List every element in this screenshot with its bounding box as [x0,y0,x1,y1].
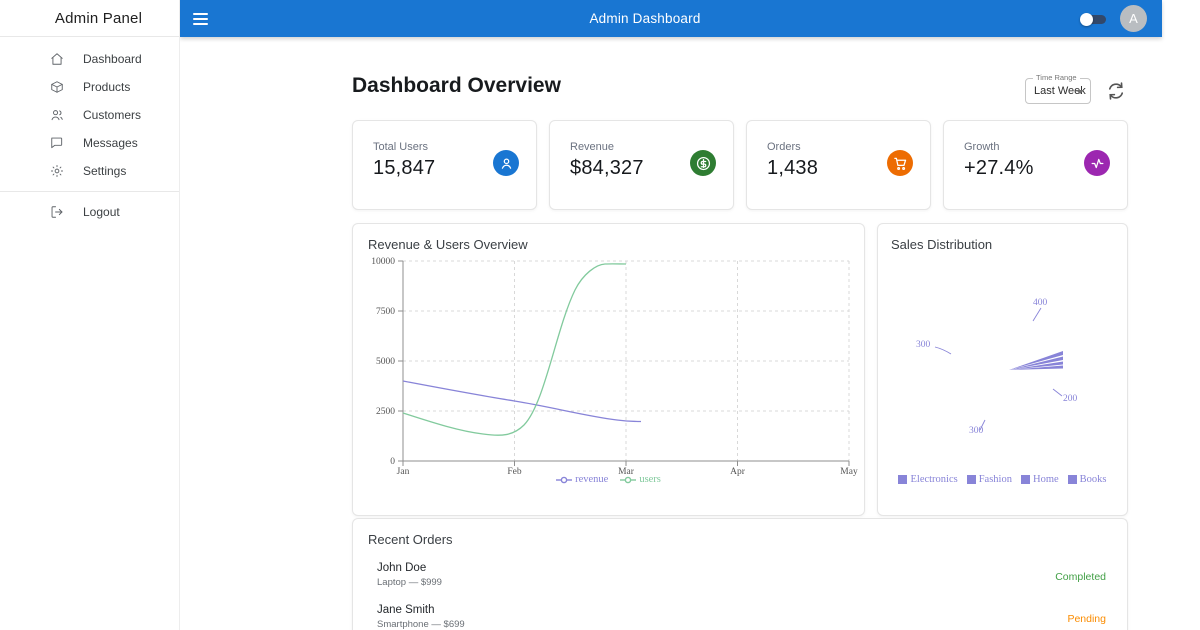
pie-value-label: 300 [969,426,983,436]
users-line [403,264,626,435]
sidebar-header: Admin Panel [0,0,179,37]
pie-value-label: 200 [1063,394,1077,404]
sidebar-item-label: Dashboard [83,52,142,66]
square-legend-icon [967,475,976,484]
y-tick: 5000 [376,357,395,367]
logout-icon [50,205,64,219]
theme-toggle[interactable] [1082,12,1106,26]
stat-label: Orders [767,141,801,153]
message-icon [50,136,64,150]
chevron-down-icon [1076,90,1084,94]
line-legend-icon [556,475,572,485]
sidebar-item-label: Products [83,80,130,94]
revenue-users-chart-card: Revenue & Users Overview 0 [352,223,865,516]
admin-dashboard-screen: Admin Panel Dashboard Products Customers [0,0,1200,630]
stat-card-orders: Orders 1,438 [746,120,931,210]
sidebar-divider [0,191,179,192]
status-badge: Completed [1055,571,1106,583]
legend-item-home: Home [1021,474,1059,485]
topbar-title: Admin Dashboard [208,11,1082,26]
legend-item-electronics: Electronics [898,474,957,485]
sales-distribution-card: Sales Distribution 400 300 200 300 Elect… [877,223,1128,516]
settings-icon [50,164,64,178]
pie-value-label: 400 [1033,298,1047,308]
stat-value: 1,438 [767,157,818,180]
sidebar: Admin Panel Dashboard Products Customers [0,0,180,630]
user-icon [493,150,519,176]
sidebar-nav: Dashboard Products Customers Messages [0,37,179,226]
sidebar-title: Admin Panel [37,10,142,27]
sidebar-item-customers[interactable]: Customers [0,101,179,129]
legend-label: Books [1080,474,1107,485]
status-badge: Pending [1067,613,1106,625]
stat-label: Total Users [373,141,428,153]
legend-item-fashion: Fashion [967,474,1012,485]
pie-value-label: 300 [916,340,930,350]
home-icon [50,52,64,66]
users-icon [50,108,64,122]
square-legend-icon [1021,475,1030,484]
recent-orders-card: Recent Orders John Doe Laptop — $999 Com… [352,518,1128,630]
square-legend-icon [898,475,907,484]
y-tick: 7500 [376,307,395,317]
line-chart: 0 2500 5000 7500 10000 Jan Feb Mar Apr M… [353,224,866,480]
stat-value: +27.4% [964,157,1034,180]
order-item: Laptop — $999 [377,577,1106,588]
sidebar-item-settings[interactable]: Settings [0,157,179,185]
legend-label: users [639,474,661,485]
y-tick: 2500 [376,407,395,417]
legend-label: revenue [575,474,608,485]
line-legend-icon [620,475,636,485]
sidebar-item-label: Settings [83,164,126,178]
toggle-thumb [1080,13,1093,26]
legend-item-users: users [620,474,661,485]
cart-icon [887,150,913,176]
stat-card-revenue: Revenue $84,327 [549,120,734,210]
square-legend-icon [1068,475,1077,484]
order-customer: John Doe [377,562,1106,574]
sidebar-item-messages[interactable]: Messages [0,129,179,157]
legend-label: Home [1033,474,1059,485]
line-chart-legend: revenue users [353,474,864,485]
sidebar-item-label: Customers [83,108,141,122]
refresh-icon [1106,81,1126,101]
menu-icon[interactable] [193,13,208,25]
stat-card-growth: Growth +27.4% [943,120,1128,210]
y-tick: 10000 [371,257,395,267]
package-icon [50,80,64,94]
legend-item-books: Books [1068,474,1107,485]
sidebar-item-logout[interactable]: Logout [0,198,179,226]
stat-label: Revenue [570,141,614,153]
pie-chart-legend: Electronics Fashion Home Books [878,474,1127,485]
sidebar-item-dashboard[interactable]: Dashboard [0,45,179,73]
sidebar-item-label: Messages [83,136,138,150]
order-row: Jane Smith Smartphone — $699 Pending [377,604,1106,630]
legend-label: Fashion [979,474,1012,485]
y-tick: 0 [390,457,395,467]
sidebar-item-label: Logout [83,205,120,219]
avatar[interactable]: A [1120,5,1147,32]
dollar-icon [690,150,716,176]
order-item: Smartphone — $699 [377,619,1106,630]
time-range-select[interactable]: Time Range Last Week [1025,78,1091,104]
sidebar-item-products[interactable]: Products [0,73,179,101]
refresh-button[interactable] [1106,81,1126,101]
orders-title: Recent Orders [368,532,453,547]
activity-icon [1084,150,1110,176]
stat-value: 15,847 [373,157,435,180]
order-row: John Doe Laptop — $999 Completed [377,562,1106,596]
legend-item-revenue: revenue [556,474,608,485]
stat-label: Growth [964,141,999,153]
stat-value: $84,327 [570,157,644,180]
order-customer: Jane Smith [377,604,1106,616]
page-title: Dashboard Overview [352,74,561,98]
topbar: Admin Dashboard A [180,0,1162,37]
legend-label: Electronics [910,474,957,485]
stat-card-total-users: Total Users 15,847 [352,120,537,210]
revenue-line [403,381,641,422]
